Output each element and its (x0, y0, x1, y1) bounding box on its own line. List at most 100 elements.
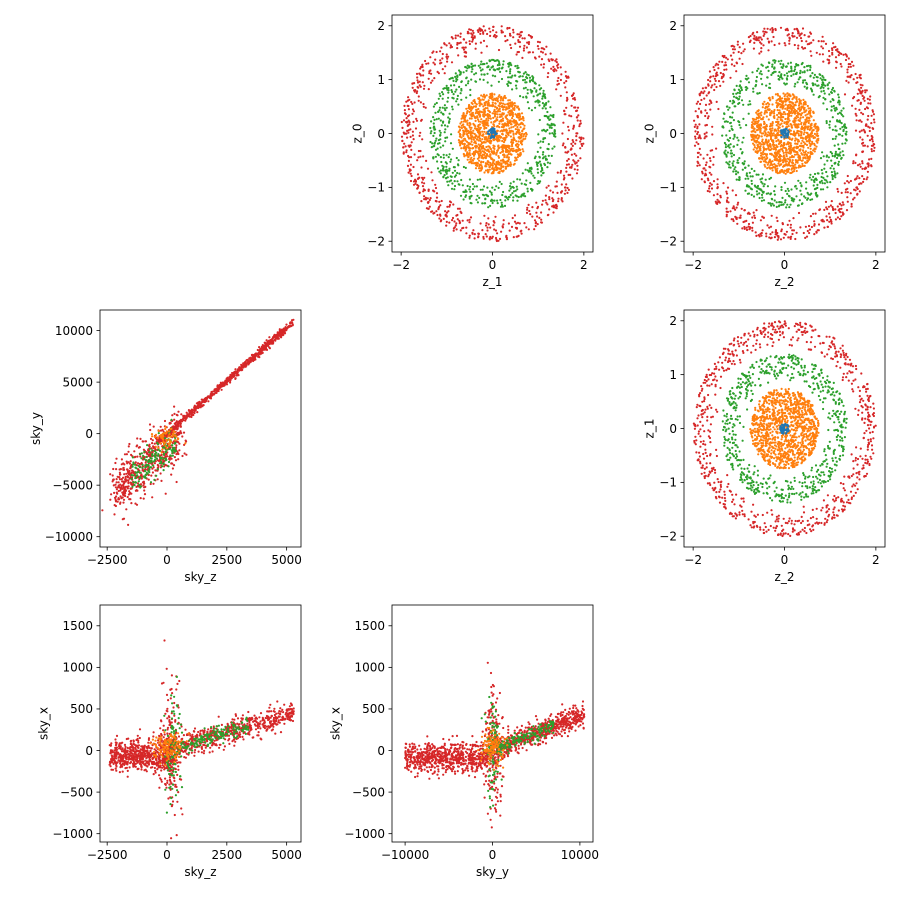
point (822, 40, 825, 43)
point (708, 91, 711, 94)
point (452, 79, 455, 82)
point (766, 163, 769, 166)
point (512, 125, 515, 128)
point (430, 130, 433, 133)
point (498, 139, 501, 142)
point (803, 66, 806, 69)
point (777, 60, 780, 63)
point (502, 63, 505, 66)
point (444, 128, 447, 131)
point (732, 119, 736, 122)
point (819, 188, 823, 191)
point (512, 136, 515, 139)
point (451, 182, 454, 185)
point (474, 64, 477, 67)
point (780, 59, 783, 62)
point (441, 169, 444, 172)
point (845, 139, 848, 142)
point (803, 106, 806, 109)
point (469, 185, 472, 188)
point (474, 42, 477, 45)
point (531, 75, 534, 78)
point (830, 109, 833, 112)
point (747, 177, 750, 180)
point (510, 143, 514, 146)
point (827, 49, 831, 53)
point (742, 136, 745, 139)
point (745, 219, 748, 222)
point (755, 234, 758, 237)
point (755, 190, 759, 193)
x-tick-label: −2 (684, 258, 702, 272)
point (770, 236, 773, 239)
point (522, 138, 525, 141)
point (829, 181, 832, 184)
point (439, 59, 442, 62)
point (822, 220, 826, 223)
point (773, 61, 776, 64)
point (793, 110, 797, 113)
point (767, 61, 771, 64)
point (759, 232, 762, 235)
point (703, 180, 706, 183)
point (769, 202, 772, 205)
point (521, 115, 525, 119)
point (779, 26, 783, 29)
point (782, 128, 785, 131)
point (465, 232, 468, 235)
point (434, 183, 437, 186)
point (818, 53, 821, 56)
point (473, 132, 476, 135)
point (792, 93, 795, 96)
point (782, 236, 785, 239)
point (828, 81, 831, 84)
point (810, 131, 813, 134)
point (471, 106, 474, 109)
point (538, 216, 541, 219)
point (726, 151, 730, 154)
point (756, 69, 759, 72)
point (542, 92, 545, 95)
point (865, 89, 868, 92)
point (509, 135, 512, 138)
point (703, 97, 706, 100)
point (481, 193, 485, 196)
point (776, 104, 779, 107)
point (468, 103, 471, 107)
point (482, 115, 486, 118)
point (469, 190, 472, 193)
point (505, 70, 508, 73)
point (844, 125, 847, 128)
point (541, 97, 544, 100)
point (725, 199, 729, 202)
point (493, 228, 496, 231)
point (465, 112, 468, 115)
point (845, 133, 848, 136)
point (550, 122, 553, 125)
point (495, 168, 498, 172)
point (736, 40, 740, 43)
point (492, 104, 495, 107)
point (472, 229, 475, 232)
point (777, 155, 780, 159)
point (578, 136, 581, 139)
point (765, 31, 768, 34)
point (413, 153, 416, 156)
point (429, 56, 432, 59)
point (758, 36, 761, 39)
point (810, 54, 813, 57)
point (834, 137, 837, 140)
point (764, 125, 767, 128)
point (563, 109, 566, 112)
point (749, 187, 752, 190)
point (454, 72, 457, 75)
point (458, 126, 461, 129)
point (792, 217, 795, 220)
point (489, 204, 492, 207)
point (830, 222, 833, 225)
point (450, 61, 454, 64)
point (416, 76, 419, 79)
point (849, 192, 852, 195)
point (812, 184, 815, 187)
point (415, 72, 419, 75)
